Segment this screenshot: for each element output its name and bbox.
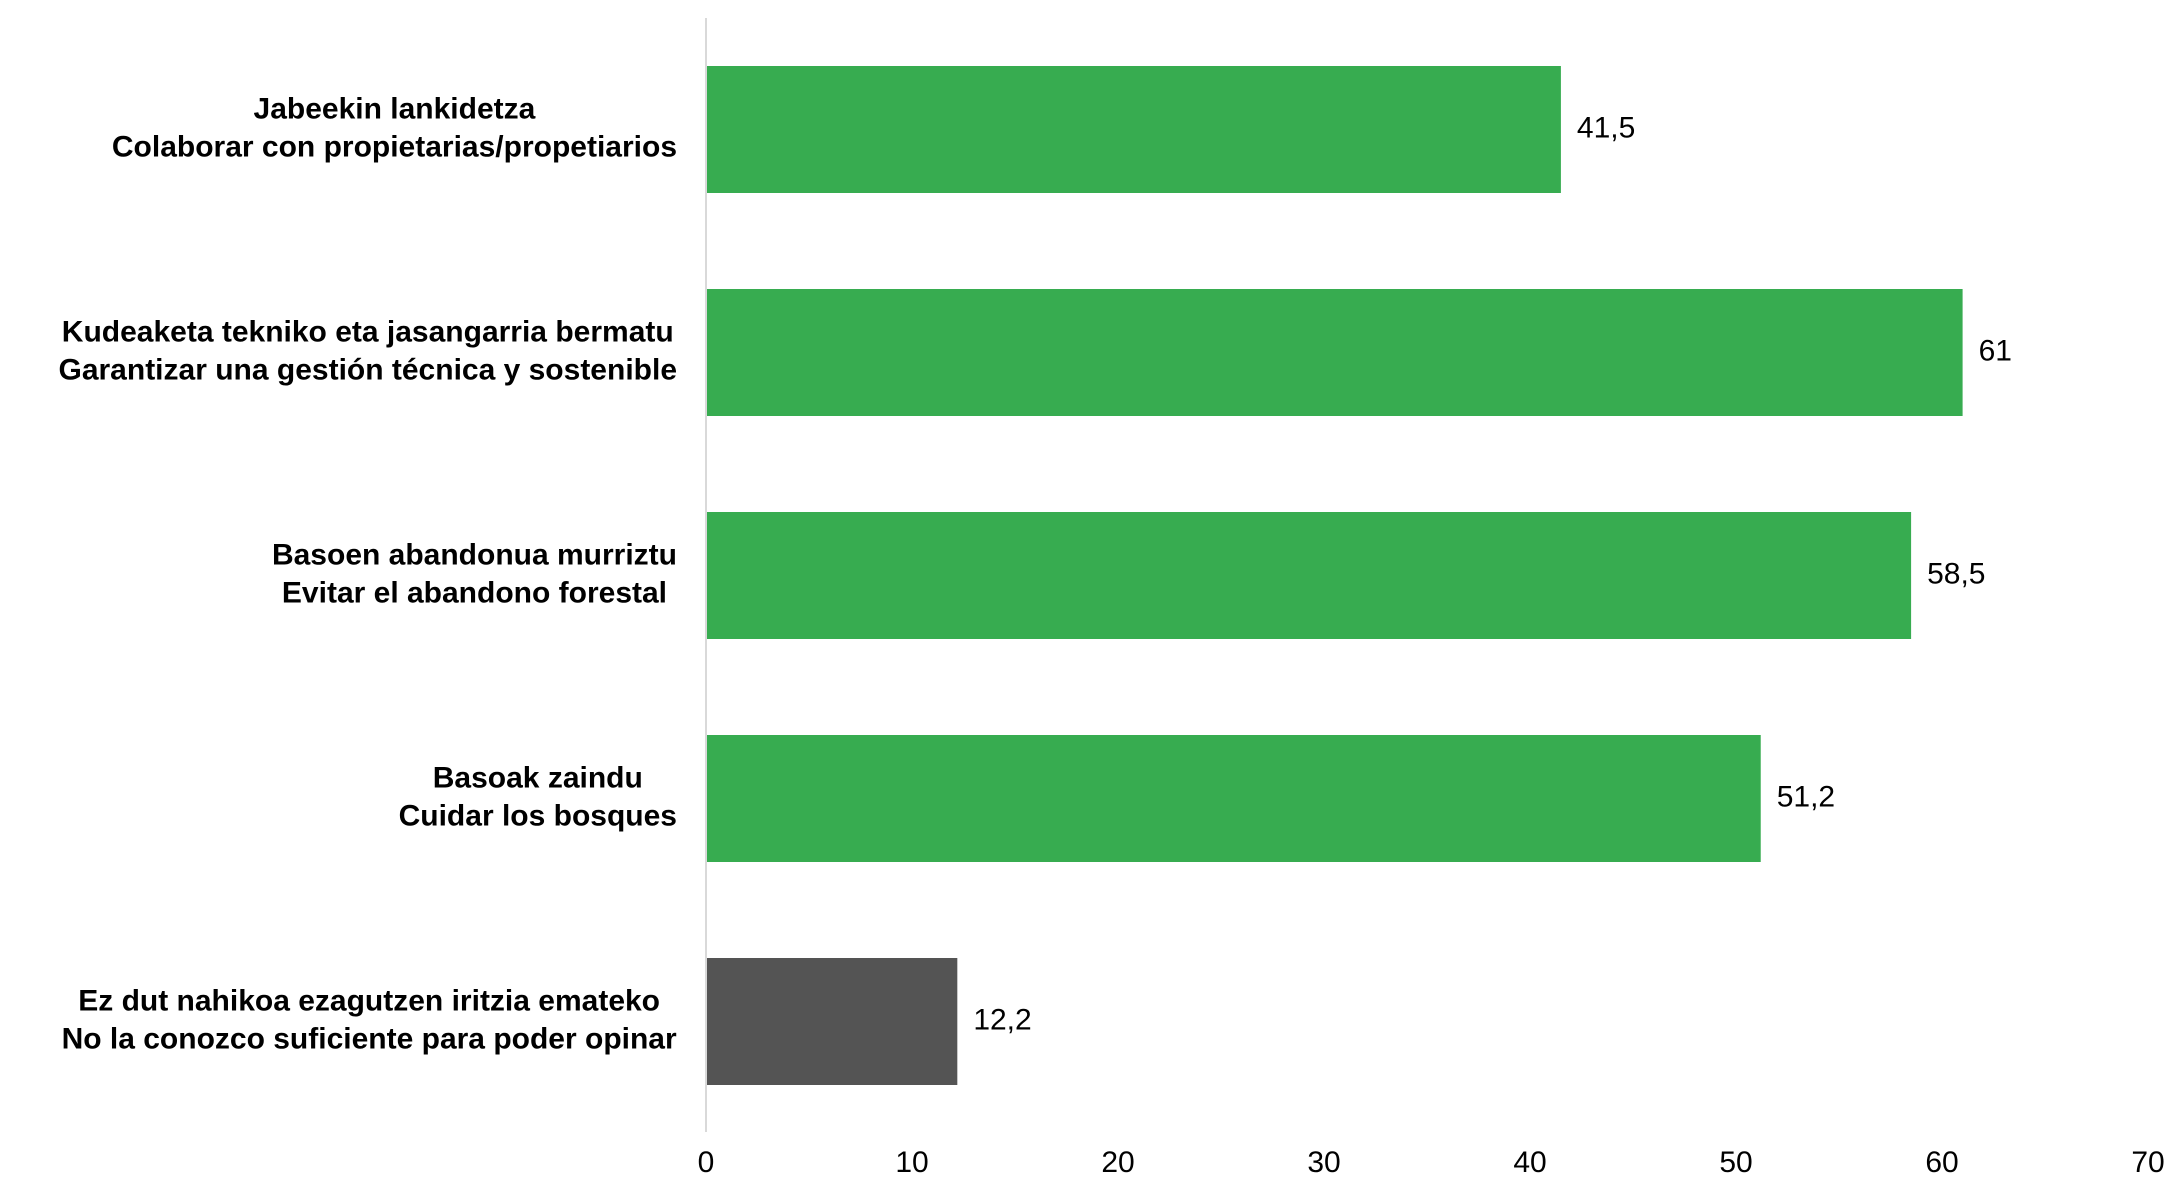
x-tick-label-0: 0 [698,1146,715,1179]
category-label-line1-0: Jabeekin lankidetza [254,92,536,125]
value-label-1: 61 [1979,334,2012,367]
x-tick-label-4: 40 [1513,1146,1546,1179]
value-label-0: 41,5 [1577,111,1635,144]
bar-3 [706,735,1761,862]
category-label-line1-3: Basoak zaindu [433,761,643,794]
x-axis-ticks: 0 10 20 30 40 50 60 70 [698,1146,2165,1179]
category-label-line2-0: Colaborar con propietarias/propetiarios [112,130,677,163]
category-label-line1-4: Ez dut nahikoa ezagutzen iritzia emateko [78,984,660,1017]
x-tick-label-7: 70 [2131,1146,2164,1179]
value-labels: 41,5 61 58,5 51,2 12,2 [973,111,2012,1036]
value-label-2: 58,5 [1927,557,1985,590]
category-label-line1-1: Kudeaketa tekniko eta jasangarria bermat… [62,315,674,348]
category-label-1: Kudeaketa tekniko eta jasangarria bermat… [58,315,677,386]
x-tick-label-3: 30 [1307,1146,1340,1179]
x-tick-label-5: 50 [1719,1146,1752,1179]
category-label-4: Ez dut nahikoa ezagutzen iritzia emateko… [62,984,677,1055]
x-tick-label-2: 20 [1101,1146,1134,1179]
value-label-3: 51,2 [1777,780,1835,813]
bar-1 [706,289,1963,416]
category-label-line2-3: Cuidar los bosques [399,799,677,832]
category-labels: Jabeekin lankidetza Colaborar con propiet… [58,92,677,1055]
bar-2 [706,512,1912,639]
value-label-4: 12,2 [973,1003,1031,1036]
category-label-line2-4: No la conozco suficiente para poder opin… [62,1022,677,1055]
bars-group [706,66,1963,1085]
category-label-line1-2: Basoen abandonua murriztu [272,538,677,571]
bar-0 [706,66,1561,193]
category-label-3: Basoak zaindu Cuidar los bosques [399,761,677,832]
category-label-0: Jabeekin lankidetza Colaborar con propiet… [112,92,677,163]
category-label-line2-2: Evitar el abandono forestal [282,576,667,609]
category-label-2: Basoen abandonua murriztu Evitar el aband… [272,538,677,609]
bar-4 [706,958,958,1085]
x-tick-label-1: 10 [895,1146,928,1179]
x-tick-label-6: 60 [1925,1146,1958,1179]
category-label-line2-1: Garantizar una gestión técnica y sosteni… [58,353,677,386]
